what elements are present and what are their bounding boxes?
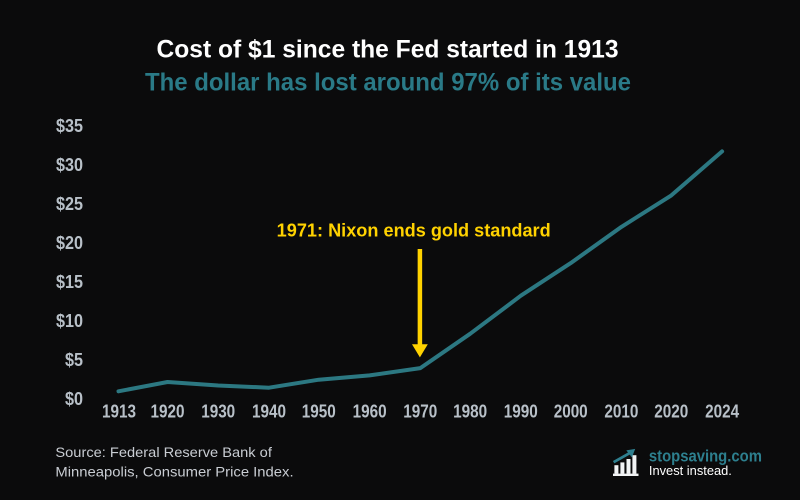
svg-text:Minneapolis, Consumer Price In: Minneapolis, Consumer Price Index.	[55, 463, 293, 479]
svg-text:Source: Federal Reserve Bank o: Source: Federal Reserve Bank of	[55, 444, 272, 460]
svg-text:$15: $15	[56, 272, 83, 292]
svg-text:1950: 1950	[302, 401, 336, 421]
svg-text:$10: $10	[56, 311, 83, 331]
svg-text:2020: 2020	[654, 401, 688, 421]
svg-text:Invest instead.: Invest instead.	[649, 464, 732, 478]
svg-text:$20: $20	[56, 233, 83, 253]
svg-text:1960: 1960	[353, 401, 387, 421]
svg-text:2024: 2024	[705, 401, 739, 421]
svg-text:$25: $25	[56, 194, 83, 214]
svg-text:2010: 2010	[604, 401, 638, 421]
svg-text:$35: $35	[56, 116, 83, 136]
svg-text:$0: $0	[65, 389, 83, 409]
svg-text:Cost of $1 since the Fed start: Cost of $1 since the Fed started in 1913	[157, 35, 619, 63]
svg-text:1980: 1980	[453, 401, 487, 421]
svg-text:1940: 1940	[252, 401, 286, 421]
svg-text:1971: Nixon ends gold standard: 1971: Nixon ends gold standard	[277, 220, 551, 240]
svg-text:The dollar has lost around 97%: The dollar has lost around 97% of its va…	[145, 68, 631, 96]
svg-text:stopsaving.com: stopsaving.com	[649, 447, 762, 466]
svg-text:1913: 1913	[102, 401, 136, 421]
svg-text:2000: 2000	[554, 401, 588, 421]
svg-text:1990: 1990	[504, 401, 538, 421]
svg-text:$30: $30	[56, 155, 83, 175]
svg-text:1920: 1920	[151, 401, 185, 421]
svg-text:1970: 1970	[403, 401, 437, 421]
svg-text:1930: 1930	[201, 401, 235, 421]
svg-text:$5: $5	[65, 350, 83, 370]
